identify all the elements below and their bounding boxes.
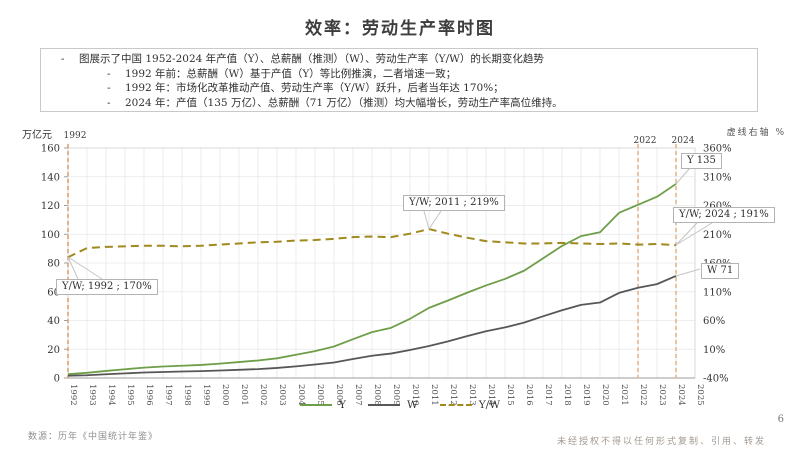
- svg-text:2015: 2015: [505, 384, 515, 406]
- svg-text:60%: 60%: [703, 316, 725, 327]
- svg-text:1992: 1992: [64, 131, 87, 141]
- legend-item-y: Y: [300, 399, 346, 411]
- svg-text:2005: 2005: [315, 384, 325, 406]
- legend-label-y: Y: [339, 399, 346, 411]
- page-number: 6: [777, 414, 784, 425]
- grid-layer: [67, 147, 696, 379]
- svg-text:2019: 2019: [581, 384, 591, 406]
- annotation-yw-2011: Y/W; 2011 ; 219%: [403, 195, 505, 211]
- svg-text:2008: 2008: [372, 384, 382, 406]
- svg-text:310%: 310%: [703, 172, 732, 183]
- svg-text:2017: 2017: [543, 384, 553, 406]
- svg-text:10%: 10%: [703, 345, 725, 356]
- annotation-yw-2024: Y/W; 2024 ; 191%: [673, 207, 775, 223]
- chart-canvas: 020406080100120140160-40%10%60%110%160%2…: [41, 131, 732, 406]
- summary-bullet: - 图展示了中国 1952-2024 年产值（Y）、总薪酬（推测）（W）、劳动生产…: [61, 53, 544, 65]
- svg-text:110%: 110%: [703, 287, 732, 298]
- legend-item-w: W: [367, 399, 418, 411]
- svg-text:2021: 2021: [619, 384, 629, 406]
- legend-label-yw: Y/W: [478, 399, 500, 411]
- legend-label-w: W: [406, 399, 418, 411]
- svg-text:2012: 2012: [448, 384, 458, 406]
- svg-text:360%: 360%: [703, 144, 732, 155]
- svg-text:2014: 2014: [486, 384, 496, 406]
- svg-text:1994: 1994: [106, 384, 116, 406]
- svg-text:2009: 2009: [391, 384, 401, 406]
- svg-text:2006: 2006: [334, 384, 344, 406]
- svg-text:120: 120: [41, 201, 60, 212]
- svg-text:260%: 260%: [703, 201, 732, 212]
- series-layer: [67, 183, 677, 377]
- marker-layer: 1992 2022 2024: [64, 131, 695, 378]
- legend-swatch-yw: [439, 404, 472, 406]
- annotation-y-2024: Y 135: [681, 153, 722, 169]
- svg-text:2018: 2018: [562, 384, 572, 406]
- svg-text:2004: 2004: [296, 384, 306, 406]
- svg-text:100: 100: [41, 230, 60, 241]
- annotation-w-2024: W 71: [701, 263, 740, 279]
- svg-text:1992: 1992: [68, 384, 78, 406]
- svg-text:2016: 2016: [524, 384, 534, 406]
- svg-text:0: 0: [54, 374, 60, 385]
- svg-text:1995: 1995: [125, 384, 135, 406]
- chart-legend: Y W Y/W: [0, 399, 800, 411]
- svg-text:2023: 2023: [657, 384, 667, 406]
- svg-text:210%: 210%: [703, 230, 732, 241]
- summary-bullet: -2024 年：产值（135 万亿）、总薪酬（71 万亿）（推测）均大幅增长，劳…: [107, 96, 563, 109]
- annotation-yw-1992: Y/W; 1992 ; 170%: [56, 279, 158, 295]
- data-source-note: 数源：历年《中国统计年鉴》: [28, 432, 159, 442]
- page-title: 效率：劳动生产率时图: [305, 19, 495, 39]
- svg-text:1999: 1999: [201, 384, 211, 406]
- svg-text:2000: 2000: [220, 384, 230, 406]
- summary-bullet: -1992 年：市场化改革推动产值、劳动生产率（Y/W）跃升，后者当年达 170…: [107, 82, 504, 94]
- legend-swatch-w: [367, 404, 400, 406]
- legend-item-yw: Y/W: [439, 399, 500, 411]
- svg-text:1993: 1993: [87, 384, 97, 406]
- svg-text:140: 140: [41, 172, 60, 183]
- svg-text:40: 40: [47, 316, 60, 327]
- svg-text:1997: 1997: [163, 384, 173, 406]
- svg-text:2001: 2001: [239, 384, 249, 406]
- axis-layer: 020406080100120140160-40%10%60%110%160%2…: [41, 144, 732, 406]
- svg-text:2007: 2007: [353, 384, 363, 406]
- summary-bullet: -1992 年前：总薪酬（W）基于产值（Y）等比例推演，二者增速一致；: [107, 67, 457, 80]
- svg-text:1996: 1996: [144, 384, 154, 406]
- svg-text:2024: 2024: [672, 136, 695, 146]
- svg-text:2024: 2024: [676, 384, 686, 406]
- svg-text:2022: 2022: [638, 384, 648, 406]
- annotation-leader-lines: [67, 167, 713, 280]
- svg-text:2010: 2010: [410, 384, 420, 406]
- chart-area: 020406080100120140160-40%10%60%110%160%2…: [0, 122, 800, 417]
- svg-text:2025: 2025: [695, 384, 705, 406]
- svg-text:20: 20: [47, 345, 60, 356]
- svg-text:2013: 2013: [467, 384, 477, 406]
- svg-text:2020: 2020: [600, 384, 610, 406]
- right-axis-title: 虚线右轴 %: [726, 128, 786, 138]
- svg-text:80: 80: [47, 259, 60, 270]
- svg-text:2003: 2003: [277, 384, 287, 406]
- svg-text:-40%: -40%: [703, 374, 729, 385]
- left-axis-title: 万亿元: [22, 130, 52, 141]
- svg-text:2002: 2002: [258, 384, 268, 406]
- copyright-note: 未经授权不得以任何形式复制、引用、转发: [556, 437, 766, 447]
- svg-text:60: 60: [47, 287, 60, 298]
- legend-swatch-y: [300, 404, 332, 406]
- svg-text:2022: 2022: [634, 136, 657, 146]
- summary-box: - 图展示了中国 1952-2024 年产值（Y）、总薪酬（推测）（W）、劳动生产…: [40, 48, 758, 112]
- svg-text:160: 160: [41, 144, 60, 155]
- svg-text:1998: 1998: [182, 384, 192, 406]
- svg-text:2011: 2011: [429, 384, 439, 406]
